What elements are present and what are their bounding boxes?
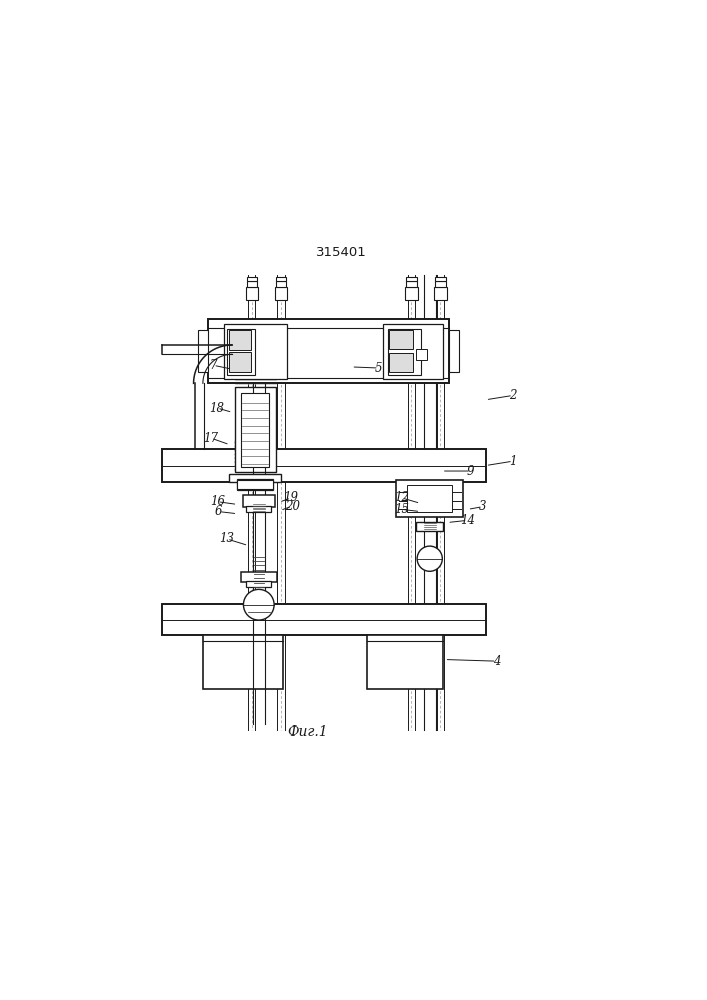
Bar [227, 329, 255, 375]
Circle shape [417, 546, 443, 571]
Text: 315401: 315401 [316, 246, 367, 259]
Bar [198, 330, 208, 372]
Bar [407, 281, 416, 287]
Bar [208, 319, 449, 383]
Bar [389, 353, 414, 372]
Bar [397, 480, 463, 517]
Bar [224, 324, 287, 379]
Bar [449, 330, 459, 372]
Text: 1: 1 [509, 455, 517, 468]
Bar [274, 287, 287, 300]
Bar [246, 581, 271, 587]
Bar [247, 281, 257, 287]
Bar [367, 635, 443, 689]
Bar [407, 277, 416, 281]
Bar [238, 479, 273, 490]
Text: 6: 6 [215, 505, 223, 518]
Text: 5: 5 [375, 362, 382, 375]
Text: 13: 13 [219, 532, 235, 545]
Text: 17: 17 [204, 432, 218, 445]
Circle shape [243, 589, 274, 620]
Bar [235, 387, 276, 472]
Bar [204, 635, 283, 689]
Text: 4: 4 [493, 655, 501, 668]
Bar [416, 522, 443, 531]
Bar [163, 449, 486, 482]
Bar [228, 352, 251, 372]
Bar [389, 330, 414, 349]
Bar [245, 287, 258, 300]
Text: 9: 9 [467, 465, 474, 478]
Bar [407, 485, 452, 512]
Text: 7: 7 [209, 359, 217, 372]
Bar [163, 604, 486, 635]
Bar [405, 287, 418, 300]
Bar [383, 324, 443, 379]
Bar [436, 281, 445, 287]
Text: 20: 20 [285, 500, 300, 513]
Bar [387, 329, 421, 375]
Text: 15: 15 [395, 503, 409, 516]
Bar [436, 277, 445, 281]
Bar [228, 330, 251, 350]
Text: 14: 14 [460, 514, 475, 527]
Bar [276, 277, 286, 281]
Bar [240, 572, 277, 582]
Bar [243, 495, 274, 507]
Text: 12: 12 [395, 491, 409, 504]
Bar [238, 480, 273, 489]
Bar [246, 506, 271, 512]
Bar [276, 281, 286, 287]
Text: 2: 2 [509, 389, 517, 402]
Bar [247, 277, 257, 281]
Bar [416, 349, 427, 360]
Text: 16: 16 [210, 495, 226, 508]
Text: Фиг.1: Фиг.1 [287, 725, 328, 739]
Bar [434, 287, 447, 300]
Bar [229, 474, 281, 482]
Text: 19: 19 [284, 491, 298, 504]
Text: 18: 18 [210, 402, 225, 415]
Bar [241, 393, 269, 467]
Text: 3: 3 [479, 500, 486, 513]
